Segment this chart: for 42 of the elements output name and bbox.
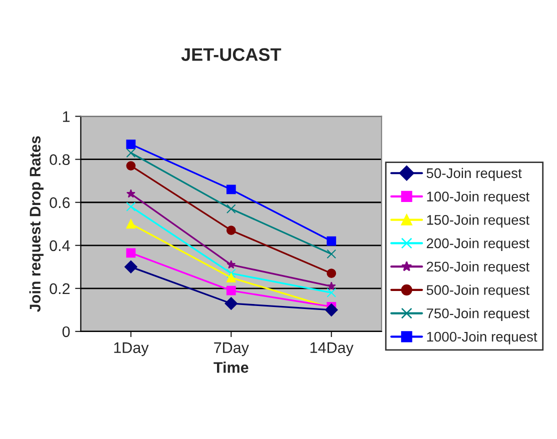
point: [126, 189, 136, 198]
point: [126, 148, 136, 158]
legend-label: 750-Join request: [426, 308, 530, 322]
point: [226, 272, 236, 282]
point: [226, 204, 236, 214]
y-tick-label: 0.6: [50, 197, 70, 208]
legend-label: 500-Join request: [426, 284, 530, 298]
x-tick-label: 14Day: [310, 342, 354, 356]
legend-label: 250-Join request: [426, 261, 530, 274]
point: [126, 202, 136, 212]
point: [226, 268, 236, 278]
x-tick-label: 7Day: [214, 342, 249, 356]
y-tick-label: 1: [63, 111, 70, 122]
y-tick-label: 0: [62, 326, 70, 338]
y-tick-label: 0.4: [50, 240, 70, 252]
y-tick-label: 0.2: [50, 283, 70, 294]
point: [226, 260, 236, 269]
point: [326, 282, 336, 290]
y-tick-label: 0.8: [50, 154, 70, 166]
point: [326, 268, 336, 278]
point: [226, 184, 236, 194]
legend-label: 200-Join request: [426, 238, 530, 251]
legend-label: 1000-Join request: [427, 331, 538, 344]
point: [224, 297, 238, 310]
point: [226, 286, 236, 296]
point: [326, 236, 336, 246]
legend-label: 50-Join request: [426, 168, 522, 181]
point: [226, 226, 236, 236]
point: [126, 219, 136, 229]
legend-label: 150-Join request: [427, 214, 530, 228]
point: [325, 304, 338, 316]
point: [126, 140, 136, 149]
chart-title: JET-UCAST: [181, 48, 282, 61]
point: [326, 249, 336, 259]
point: [126, 161, 136, 170]
x-axis-title: Time: [214, 362, 248, 373]
point: [326, 288, 336, 298]
x-tick-label: 1Day: [114, 342, 149, 356]
point: [124, 260, 138, 274]
y-axis-title: Join request Drop Rates: [29, 136, 44, 312]
point: [126, 248, 136, 258]
legend-label: 100-Join request: [427, 191, 530, 204]
